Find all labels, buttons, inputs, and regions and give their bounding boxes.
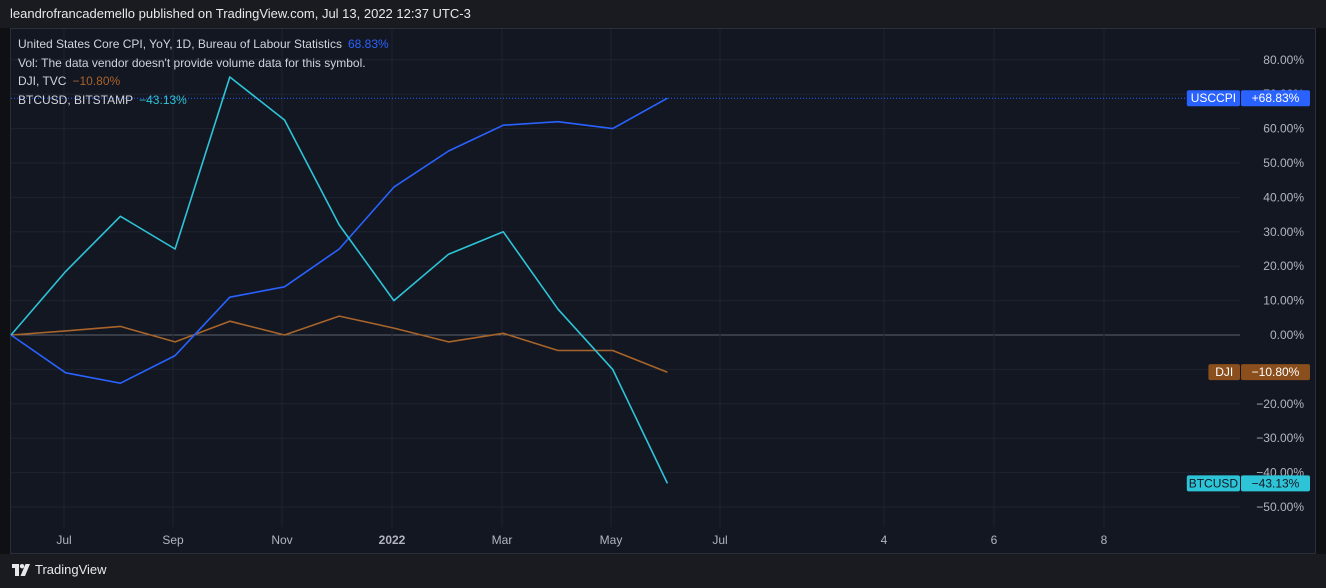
legend-name: BTCUSD, BITSTAMP [18, 92, 134, 107]
badge-name-bg [1186, 90, 1240, 107]
publish-info-bar: leandrofrancademello published on Tradin… [0, 0, 1326, 28]
y-tick-label: 50.00% [1263, 156, 1304, 170]
x-tick-label: Jul [56, 533, 71, 547]
series-layer [10, 76, 669, 484]
footer-brand: TradingView [35, 562, 107, 577]
x-tick-label: Nov [271, 533, 292, 547]
badge-value-bg [1241, 90, 1310, 107]
publisher-line: leandrofrancademello published on Tradin… [10, 6, 471, 21]
x-tick-label: May [600, 533, 623, 547]
y-tick-label: 60.00% [1263, 122, 1304, 136]
legend-row-volume[interactable]: Vol: The data vendor doesn't provide vol… [18, 54, 389, 73]
y-tick-label: −20.00% [1256, 397, 1304, 411]
badge-name: DJI [1215, 365, 1233, 379]
y-tick-label: −30.00% [1256, 431, 1304, 445]
legend-value: 68.83% [347, 37, 389, 51]
x-tick-label: Jul [712, 533, 727, 547]
series-line-dji [10, 315, 668, 373]
x-tick-label: 8 [1101, 533, 1108, 547]
legend-name: DJI, TVC [18, 74, 67, 88]
legend-value: −10.80% [72, 74, 121, 88]
legend-row-btcusd[interactable]: BTCUSD, BITSTAMP −43.13% [18, 91, 389, 110]
tradingview-logo[interactable]: TradingView [12, 562, 107, 577]
badge-value: −43.13% [1252, 476, 1300, 490]
footer-bar: TradingView [0, 554, 1326, 588]
badge-name-bg [1186, 475, 1240, 492]
y-tick-label: 20.00% [1263, 259, 1304, 273]
x-axis: Jul Sep Nov 2022 Mar May Jul 4 6 8 [56, 533, 1107, 547]
legend-name: Vol: The data vendor doesn't provide vol… [18, 55, 366, 70]
legend-name: United States Core CPI, YoY, 1D, Bureau … [18, 37, 342, 51]
price-badge-usccpi: USCCPI +68.83% [1186, 90, 1310, 107]
legend-value: −43.13% [139, 92, 187, 107]
y-tick-label: 80.00% [1263, 53, 1304, 67]
series-line-btcusd [10, 76, 669, 484]
tradingview-logo-icon [12, 563, 30, 576]
price-badge-dji: DJI −10.80% [1208, 364, 1310, 381]
y-tick-label: 30.00% [1263, 225, 1304, 239]
x-tick-label: 6 [991, 533, 998, 547]
badge-value: −10.80% [1252, 365, 1300, 379]
x-tick-label: Mar [492, 533, 513, 547]
series-legend: United States Core CPI, YoY, 1D, Bureau … [18, 35, 389, 109]
x-tick-label: Sep [162, 533, 184, 547]
y-axis: 80.00%70.00%60.00%50.00%40.00%30.00%20.0… [1256, 53, 1304, 514]
badge-name: BTCUSD [1189, 476, 1239, 490]
legend-row-usccpi[interactable]: United States Core CPI, YoY, 1D, Bureau … [18, 35, 389, 54]
badge-value: +68.83% [1252, 91, 1300, 105]
badge-value-bg [1241, 475, 1310, 492]
legend-row-dji[interactable]: DJI, TVC −10.80% [18, 72, 389, 91]
y-tick-label: 10.00% [1263, 294, 1304, 308]
y-tick-label: 0.00% [1270, 328, 1304, 342]
badge-value-bg [1241, 364, 1310, 381]
x-tick-label: 4 [881, 533, 888, 547]
grid-layer [11, 29, 1240, 527]
series-line-usccpi [10, 97, 668, 385]
price-badges: USCCPI +68.83% DJI −10.80% BTCUSD −43.13% [1186, 90, 1310, 492]
x-tick-label: 2022 [379, 533, 406, 547]
price-badge-btcusd: BTCUSD −43.13% [1186, 475, 1310, 492]
y-tick-label: −50.00% [1256, 500, 1304, 514]
y-tick-label: 40.00% [1263, 190, 1304, 204]
chart-panel[interactable] [10, 28, 1316, 554]
badge-name: USCCPI [1191, 91, 1236, 105]
badge-name-bg [1208, 364, 1240, 381]
